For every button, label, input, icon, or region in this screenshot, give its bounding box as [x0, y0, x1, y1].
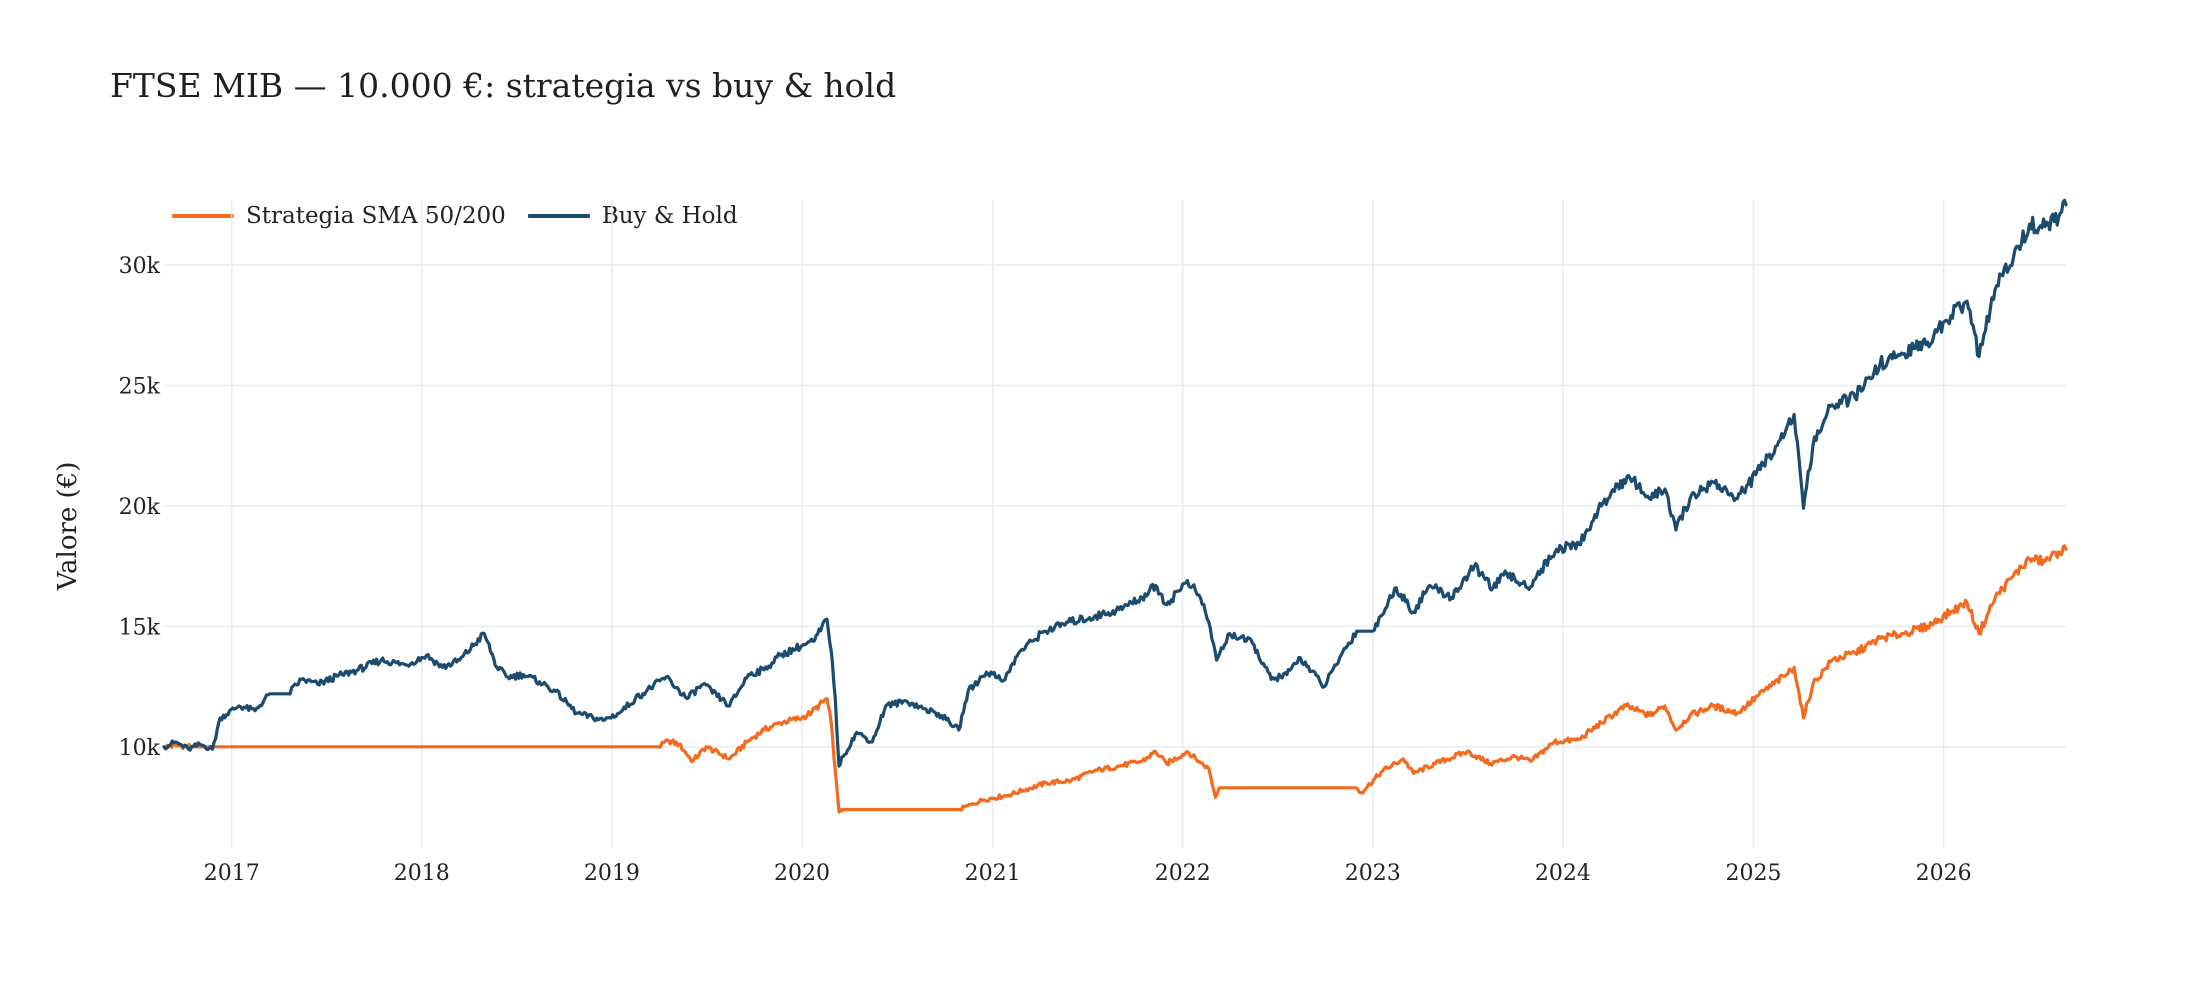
y-tick-label: 10k [119, 736, 161, 761]
legend-item-buy-hold[interactable]: Buy & Hold [527, 203, 738, 229]
x-tick-label: 2017 [204, 861, 260, 886]
legend-label-strategia: Strategia SMA 50/200 [246, 203, 506, 229]
x-tick-label: 2019 [584, 861, 640, 886]
y-axis-ticks: 10k 15k 20k 25k 30k [119, 254, 161, 761]
series-line-strategia [162, 544, 2068, 814]
x-tick-label: 2025 [1726, 861, 1782, 886]
x-tick-label: 2026 [1916, 861, 1972, 886]
x-tick-label: 2023 [1345, 861, 1401, 886]
x-tick-label: 2018 [394, 861, 450, 886]
y-tick-label: 30k [119, 254, 161, 279]
legend-item-strategia[interactable]: Strategia SMA 50/200 [172, 203, 506, 229]
series-line-buy-hold [162, 198, 2068, 768]
x-tick-label: 2020 [774, 861, 830, 886]
x-axis-ticks: 2017 2018 2019 2020 2021 2022 2023 2024 2025 2026 [204, 861, 1972, 886]
x-tick-label: 2021 [965, 861, 1021, 886]
legend: Strategia SMA 50/200 Buy & Hold [172, 203, 760, 229]
y-tick-label: 20k [119, 495, 161, 520]
y-tick-label: 25k [119, 374, 161, 399]
y-axis-label: Valore (€) [53, 462, 83, 592]
grid-lines [164, 200, 2066, 848]
legend-label-buy-hold: Buy & Hold [601, 203, 738, 229]
legend-swatch-buy-hold [527, 214, 590, 218]
legend-swatch-strategia [172, 214, 234, 218]
x-tick-label: 2024 [1535, 861, 1591, 886]
x-tick-label: 2022 [1155, 861, 1211, 886]
chart-title: FTSE MIB — 10.000 €: strategia vs buy & … [110, 66, 897, 105]
y-tick-label: 15k [119, 615, 161, 640]
series-lines [162, 198, 2068, 814]
